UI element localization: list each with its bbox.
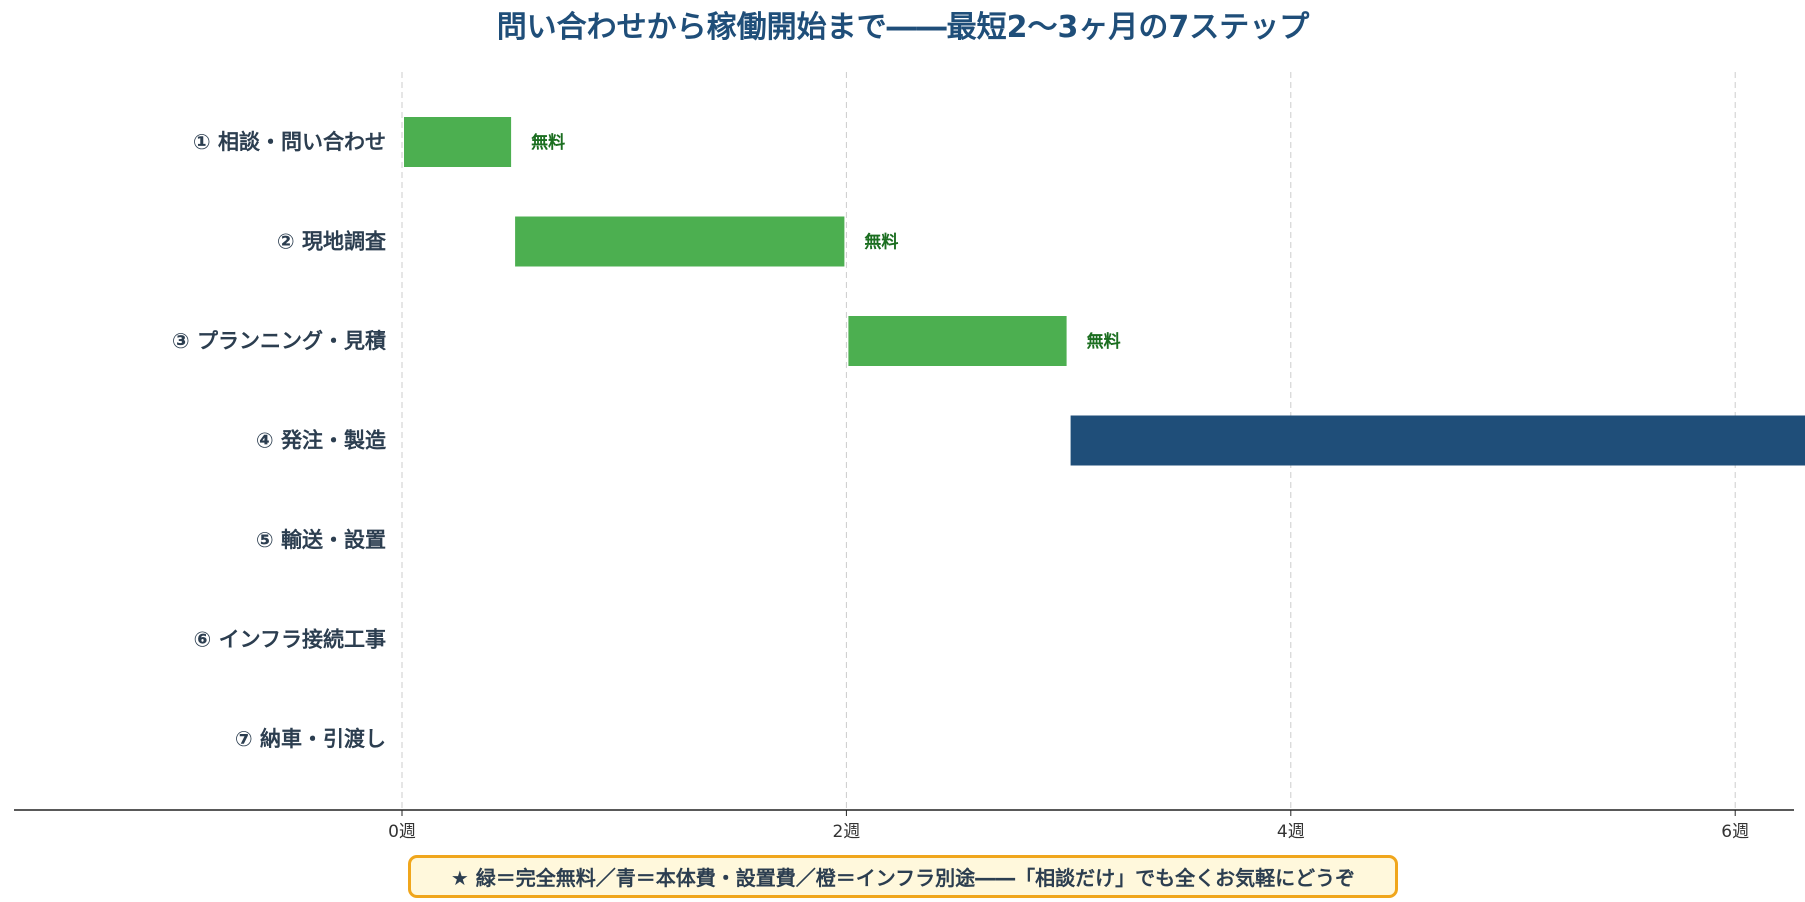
task-label: ⑤ 輸送・設置 (256, 528, 386, 552)
task-label: ③ プランニング・見積 (172, 329, 387, 353)
task-bar (848, 316, 1067, 366)
x-tick-label: 0週 (388, 822, 416, 842)
task-bars (404, 117, 1805, 466)
task-bar (1070, 415, 1805, 466)
x-tick-label: 4週 (1277, 822, 1305, 842)
cost-label: 無料 (531, 132, 565, 153)
task-bar (515, 216, 845, 267)
x-axis-ticks: 0週2週4週6週8週10週 (388, 810, 1749, 842)
cost-label: 無料 (864, 232, 898, 253)
task-label: ② 現地調査 (277, 230, 386, 254)
grid-lines (401, 72, 1736, 808)
task-label: ① 相談・問い合わせ (193, 130, 386, 154)
task-bar (404, 117, 512, 167)
chart-title: 問い合わせから稼働開始まで――最短2〜3ヶ月の7ステップ (497, 10, 1311, 45)
task-labels: ① 相談・問い合わせ 無料② 現地調査 無料③ プランニング・見積 無料④ 発注・製造… (172, 130, 1121, 751)
cost-label: 無料 (1087, 331, 1121, 352)
legend-note-text: ★ 緑＝完全無料／青＝本体費・設置費／橙＝インフラ別途――「相談だけ」でも全くお… (450, 866, 1356, 890)
x-tick-label: 2週 (832, 822, 860, 842)
legend-note: ★ 緑＝完全無料／青＝本体費・設置費／橙＝インフラ別途――「相談だけ」でも全くお… (408, 855, 1398, 898)
task-label: ⑥ インフラ接続工事 (194, 628, 386, 652)
task-label: ⑦ 納車・引渡し (235, 727, 386, 751)
x-tick-label: 6週 (1721, 822, 1749, 842)
task-label: ④ 発注・製造 (256, 429, 387, 453)
